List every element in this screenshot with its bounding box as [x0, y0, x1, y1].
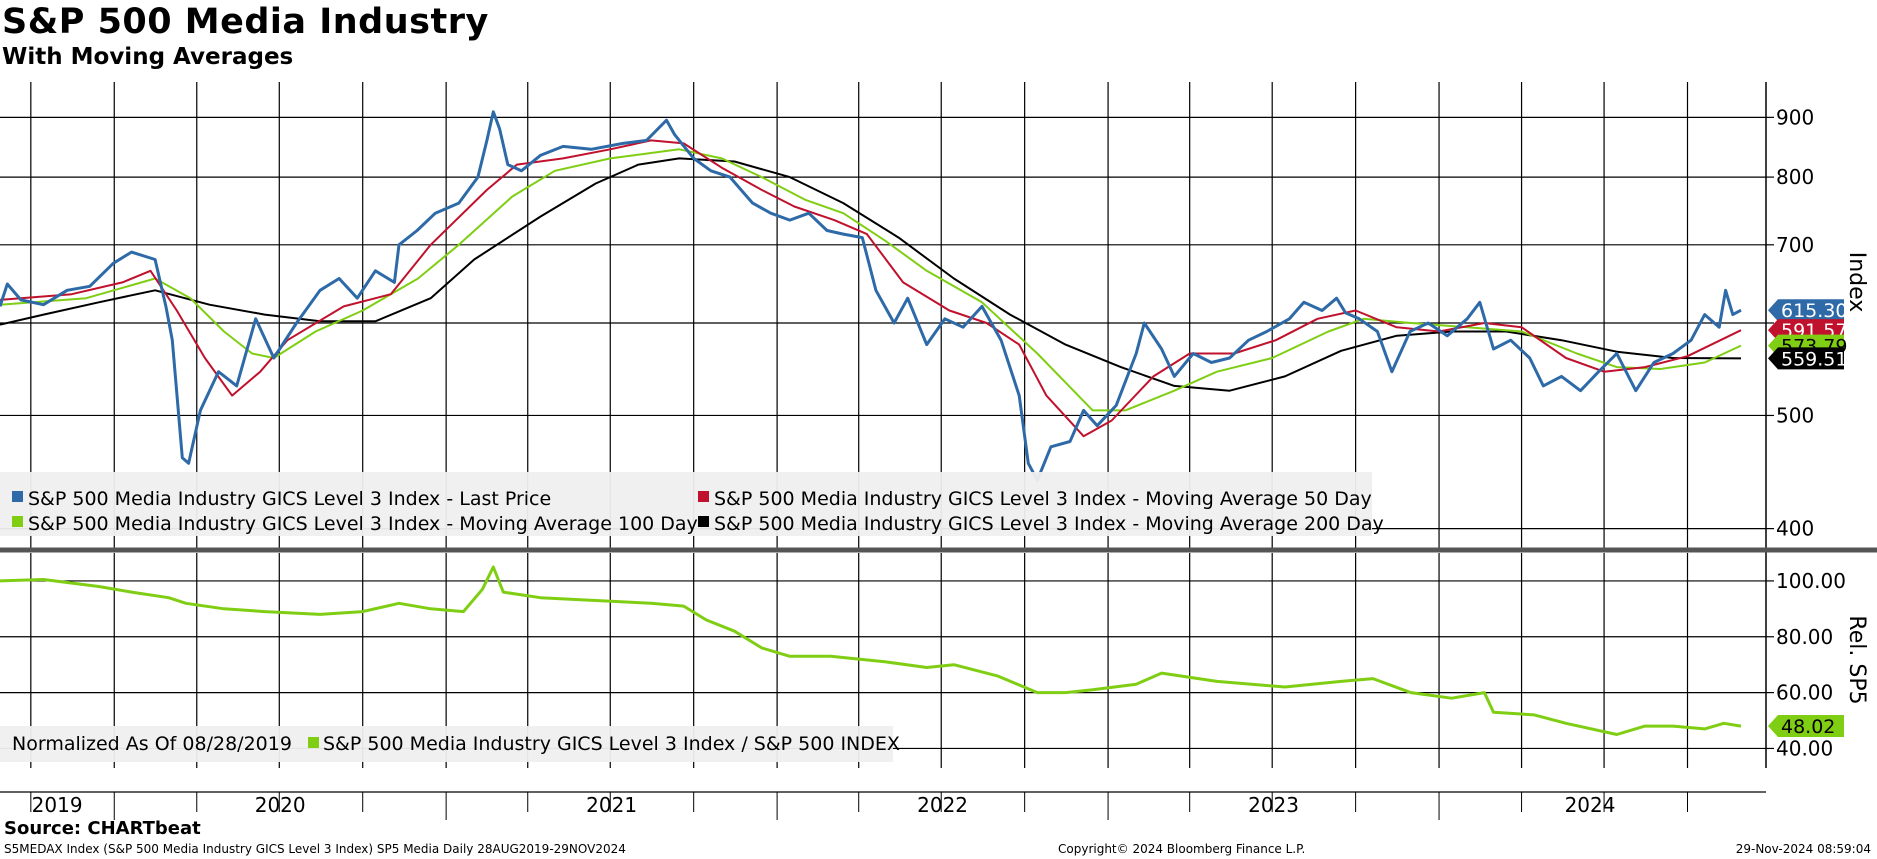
source-note: Source: CHARTbeat	[4, 818, 201, 839]
legend-swatch-ma50	[698, 491, 709, 502]
legend-label-relative: S&P 500 Media Industry GICS Level 3 Inde…	[323, 733, 900, 755]
y-tick-label: 60.00	[1776, 681, 1833, 705]
y-tick-label: 500	[1776, 403, 1814, 427]
x-tick-label: 2021	[586, 793, 637, 817]
last-value-tag-ma200	[1768, 347, 1844, 370]
y-tick-label: 800	[1776, 165, 1814, 189]
series-line-last	[0, 110, 1742, 482]
upper-legend: S&P 500 Media Industry GICS Level 3 Inde…	[0, 472, 1384, 536]
last-value-tag-rel	[1768, 715, 1844, 738]
legend-label-ma100: S&P 500 Media Industry GICS Level 3 Inde…	[28, 513, 698, 535]
x-tick-label: 2020	[255, 793, 306, 817]
lower-legend-box	[0, 726, 893, 762]
last-value-text-rel: 48.02	[1781, 716, 1835, 738]
legend-label-ma200: S&P 500 Media Industry GICS Level 3 Inde…	[714, 513, 1384, 535]
lower-legend: Normalized As Of 08/28/2019 S&P 500 Medi…	[0, 726, 900, 762]
x-tick-label: 2024	[1565, 793, 1616, 817]
y-tick-label: 80.00	[1776, 625, 1833, 649]
legend-swatch-relative	[308, 737, 319, 748]
x-tick-label: 2023	[1248, 793, 1299, 817]
upper-panel-grid	[0, 82, 1766, 548]
legend-label-last-price: S&P 500 Media Industry GICS Level 3 Inde…	[28, 488, 551, 510]
footer-copyright: Copyright© 2024 Bloomberg Finance L.P.	[1058, 842, 1306, 856]
lower-panel-series	[0, 565, 1742, 736]
y-tick-label: 100.00	[1776, 569, 1846, 593]
last-value-text-ma200: 559.51	[1781, 348, 1847, 370]
legend-normalized-note: Normalized As Of 08/28/2019	[12, 733, 292, 755]
last-value-tag-last	[1768, 299, 1844, 322]
x-tick-label: 2022	[917, 793, 968, 817]
y-tick-label: 700	[1776, 233, 1814, 257]
chart-subtitle: With Moving Averages	[2, 44, 294, 70]
series-line-ma50	[0, 139, 1742, 438]
chart-title: S&P 500 Media Industry	[2, 2, 489, 42]
legend-label-ma50: S&P 500 Media Industry GICS Level 3 Inde…	[714, 488, 1372, 510]
x-tick-label: 2019	[32, 793, 83, 817]
y-tick-label: 400	[1776, 517, 1814, 541]
axes-text: 900 800 700 500 400 100.00 80.00 60.00 40.00 2019…	[30, 105, 1846, 820]
y-axis-label-upper: Index	[1844, 252, 1869, 313]
upper-legend-box	[0, 472, 1372, 536]
footer-ticker-description: S5MEDAX Index (S&P 500 Media Industry GI…	[4, 842, 626, 856]
y-tick-label: 900	[1776, 105, 1814, 129]
upper-panel-series	[0, 110, 1742, 482]
panel-frame	[0, 82, 1877, 793]
y-axis-label-lower: Rel. SP5	[1844, 615, 1869, 704]
legend-swatch-last-price	[12, 491, 23, 502]
series-line-ma200	[0, 157, 1742, 392]
series-line-rel	[0, 565, 1742, 736]
y-tick-label: 40.00	[1776, 736, 1833, 760]
last-value-text-last: 615.30	[1781, 300, 1847, 322]
legend-swatch-ma200	[698, 516, 709, 527]
footer-timestamp: 29-Nov-2024 08:59:04	[1735, 842, 1871, 856]
legend-swatch-ma100	[12, 516, 23, 527]
